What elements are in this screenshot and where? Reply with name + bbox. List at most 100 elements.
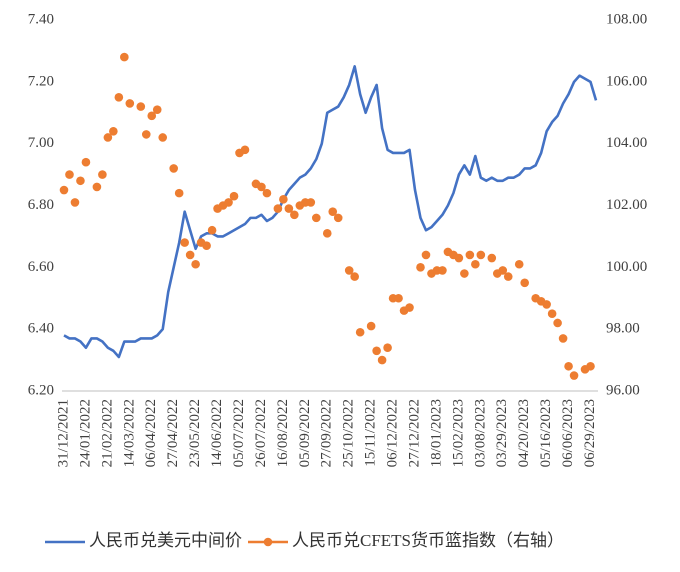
data-point (185, 250, 195, 260)
legend-marker (263, 537, 273, 547)
y-tick-label: 7.40 (28, 11, 54, 27)
y-tick-label: 6.80 (28, 197, 54, 213)
data-point (372, 346, 381, 356)
x-tick-label: 04/20/2023 (516, 399, 532, 467)
y2-tick-label: 98.00 (606, 321, 640, 337)
data-point (98, 170, 107, 179)
data-point (229, 191, 239, 201)
data-point (460, 269, 469, 278)
y-tick-label: 7.00 (28, 135, 54, 151)
data-point (487, 253, 497, 263)
x-tick-label: 23/05/2022 (187, 399, 203, 467)
data-point (158, 133, 168, 142)
x-tick-label: 06/29/2023 (582, 399, 598, 467)
data-point (547, 309, 557, 319)
data-point (257, 182, 266, 192)
y2-tick-label: 100.00 (606, 259, 647, 275)
series-line (63, 65, 598, 359)
y2-tick-label: 106.00 (606, 73, 647, 89)
data-point (141, 130, 151, 139)
x-tick-label: 31/12/2021 (55, 399, 71, 467)
data-point (240, 145, 250, 155)
data-point (344, 266, 354, 275)
data-point (569, 371, 579, 380)
data-point (520, 278, 530, 288)
data-point (377, 355, 387, 365)
x-tick-label: 21/02/2022 (99, 399, 115, 467)
data-point (350, 272, 359, 281)
data-point (383, 343, 392, 353)
data-point (421, 250, 431, 260)
data-point (65, 170, 74, 179)
data-point (366, 321, 376, 331)
data-point (454, 253, 464, 263)
data-point (498, 266, 508, 275)
y2-tick-label: 102.00 (606, 197, 647, 213)
data-point (81, 157, 91, 167)
data-point (416, 263, 425, 272)
data-point (76, 176, 85, 186)
data-point (207, 225, 217, 235)
x-tick-label: 18/01/2023 (428, 399, 444, 467)
y-tick-label: 6.40 (28, 321, 54, 337)
x-tick-label: 14/03/2022 (121, 399, 137, 467)
x-tick-label: 27/04/2022 (165, 399, 181, 467)
data-point (114, 92, 124, 102)
x-tick-label: 03/29/2023 (494, 399, 510, 467)
data-point (120, 52, 129, 62)
data-point (191, 259, 200, 269)
data-point (542, 300, 551, 309)
y-tick-label: 6.20 (28, 382, 54, 398)
x-tick-label: 05/16/2023 (538, 399, 554, 467)
data-point (70, 198, 80, 207)
x-tick-label: 14/06/2022 (209, 399, 225, 467)
data-point (333, 213, 343, 223)
data-point (311, 213, 321, 223)
x-tick-label: 03/08/2023 (472, 399, 488, 467)
data-point (290, 210, 299, 220)
data-point (558, 334, 568, 343)
data-point (355, 327, 365, 337)
data-point (152, 105, 162, 114)
x-tick-label: 15/11/2022 (363, 399, 379, 467)
x-tick-label: 24/01/2022 (77, 399, 93, 467)
x-tick-label: 25/10/2022 (341, 399, 357, 467)
x-tick-label: 27/12/2022 (406, 399, 422, 467)
data-point (180, 238, 189, 247)
data-point (273, 204, 283, 213)
data-point (322, 229, 332, 238)
data-point (147, 111, 157, 121)
data-point (514, 259, 524, 269)
x-tick-label: 16/08/2022 (275, 399, 291, 467)
y-tick-label: 6.60 (28, 259, 54, 275)
data-point (262, 188, 272, 198)
data-point (174, 188, 184, 198)
data-point (284, 204, 294, 213)
data-point (465, 250, 475, 260)
y2-tick-label: 108.00 (606, 11, 647, 27)
y2-tick-label: 96.00 (606, 382, 640, 398)
data-point (103, 133, 113, 142)
data-point (476, 250, 486, 260)
x-tick-label: 06/12/2022 (385, 399, 401, 467)
data-point (553, 318, 562, 328)
x-tick-label: 06/06/2023 (560, 399, 576, 467)
data-point (92, 182, 102, 192)
data-point (564, 361, 573, 371)
x-tick-label: 27/09/2022 (319, 399, 335, 467)
data-point (202, 241, 211, 250)
data-point (438, 266, 447, 275)
data-point (224, 198, 233, 207)
x-tick-label: 15/02/2023 (450, 399, 466, 467)
x-tick-label: 26/07/2022 (253, 399, 269, 467)
data-point (279, 195, 288, 204)
data-point (586, 361, 595, 371)
x-tick-label: 06/04/2022 (143, 399, 159, 467)
data-point (59, 185, 69, 195)
data-point (394, 293, 403, 303)
y-tick-label: 7.20 (28, 73, 54, 89)
data-point (471, 259, 480, 269)
x-tick-label: 05/09/2022 (297, 399, 313, 467)
data-point (328, 207, 338, 216)
